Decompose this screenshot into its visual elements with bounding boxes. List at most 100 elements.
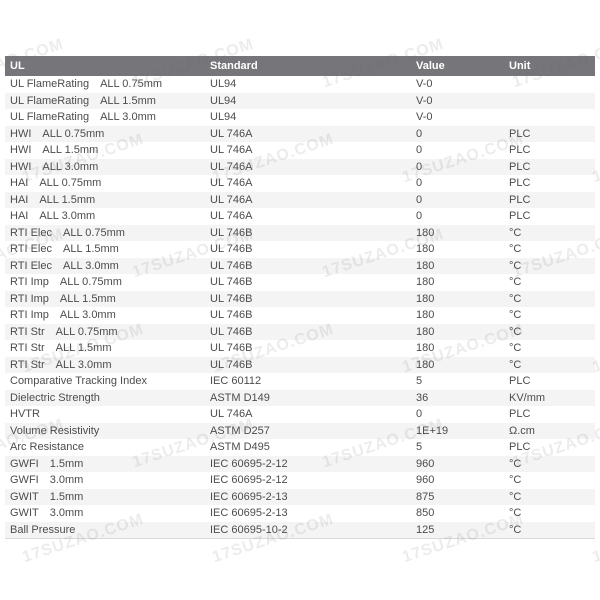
property-name: RTI Str: [10, 342, 45, 355]
table-row: HWI ALL 3.0mm UL 746A 0 PLC: [5, 158, 595, 175]
table-row: Dielectric Strength ASTM D149 36 KV/mm: [5, 389, 595, 406]
cell-value: V-0: [411, 92, 504, 109]
property-condition: 1.5mm: [49, 490, 84, 503]
cell-unit: °C: [504, 356, 595, 373]
cell-standard: UL 746B: [205, 290, 411, 307]
cell-unit: PLC: [504, 125, 595, 142]
table-row: UL FlameRating ALL 3.0mm UL94 V-0: [5, 109, 595, 126]
property-condition: ALL 3.0mm: [55, 358, 112, 371]
cell-standard: UL 746B: [205, 257, 411, 274]
cell-value: 0: [411, 142, 504, 159]
cell-property: GWIT 3.0mm: [5, 505, 205, 522]
table-row: RTI Elec ALL 0.75mm UL 746B 180 °C: [5, 224, 595, 241]
table-row: GWIT 1.5mm IEC 60695-2-13 875 °C: [5, 488, 595, 505]
cell-standard: ASTM D149: [205, 389, 411, 406]
property-condition: ALL 1.5mm: [42, 144, 99, 157]
cell-standard: UL 746B: [205, 356, 411, 373]
cell-unit: °C: [504, 323, 595, 340]
cell-standard: UL 746A: [205, 158, 411, 175]
property-condition: ALL 3.0mm: [59, 309, 116, 322]
property-name: RTI Imp: [10, 276, 49, 289]
table-row: HWI ALL 1.5mm UL 746A 0 PLC: [5, 142, 595, 159]
cell-unit: °C: [504, 505, 595, 522]
cell-property: HWI ALL 0.75mm: [5, 125, 205, 142]
cell-unit: °C: [504, 455, 595, 472]
property-name: UL FlameRating: [10, 94, 90, 107]
property-name: RTI Str: [10, 325, 45, 338]
cell-property: HWI ALL 3.0mm: [5, 158, 205, 175]
cell-property: HAI ALL 1.5mm: [5, 191, 205, 208]
column-header-unit: Unit: [504, 56, 595, 76]
cell-standard: UL 746B: [205, 307, 411, 324]
table-row: GWFI 3.0mm IEC 60695-2-12 960 °C: [5, 472, 595, 489]
table-row: RTI Str ALL 3.0mm UL 746B 180 °C: [5, 356, 595, 373]
cell-unit: °C: [504, 488, 595, 505]
column-header-value: Value: [411, 56, 504, 76]
cell-value: 125: [411, 521, 504, 539]
property-condition: ALL 0.75mm: [42, 127, 105, 140]
cell-value: 0: [411, 175, 504, 192]
table-row: Volume Resistivity ASTM D257 1E+19 Ω.cm: [5, 422, 595, 439]
cell-property: RTI Str ALL 0.75mm: [5, 323, 205, 340]
property-condition: ALL 1.5mm: [62, 243, 119, 256]
cell-value: V-0: [411, 76, 504, 93]
cell-property: RTI Imp ALL 3.0mm: [5, 307, 205, 324]
property-name: Dielectric Strength: [10, 391, 100, 404]
cell-property: RTI Str ALL 3.0mm: [5, 356, 205, 373]
property-name: HAI: [10, 177, 29, 190]
cell-unit: °C: [504, 307, 595, 324]
column-header-ul: UL: [5, 56, 205, 76]
property-name: HAI: [10, 210, 29, 223]
table-row: RTI Imp ALL 0.75mm UL 746B 180 °C: [5, 274, 595, 291]
table-row: RTI Str ALL 0.75mm UL 746B 180 °C: [5, 323, 595, 340]
cell-property: UL FlameRating ALL 0.75mm: [5, 76, 205, 93]
cell-standard: IEC 60695-2-13: [205, 488, 411, 505]
property-name: UL FlameRating: [10, 111, 90, 124]
table-row: RTI Imp ALL 1.5mm UL 746B 180 °C: [5, 290, 595, 307]
table-row: HWI ALL 0.75mm UL 746A 0 PLC: [5, 125, 595, 142]
cell-unit: °C: [504, 274, 595, 291]
cell-property: HVTR: [5, 406, 205, 423]
property-name: RTI Imp: [10, 309, 49, 322]
cell-value: 850: [411, 505, 504, 522]
cell-value: 180: [411, 323, 504, 340]
cell-standard: ASTM D257: [205, 422, 411, 439]
property-condition: ALL 3.0mm: [100, 111, 156, 124]
cell-value: 0: [411, 208, 504, 225]
cell-value: 36: [411, 389, 504, 406]
table-row: UL FlameRating ALL 0.75mm UL94 V-0: [5, 76, 595, 93]
cell-standard: ASTM D495: [205, 439, 411, 456]
table-row: RTI Str ALL 1.5mm UL 746B 180 °C: [5, 340, 595, 357]
cell-value: V-0: [411, 109, 504, 126]
cell-standard: UL 746A: [205, 406, 411, 423]
property-condition: 3.0mm: [49, 474, 84, 487]
cell-unit: [504, 92, 595, 109]
cell-property: Volume Resistivity: [5, 422, 205, 439]
cell-unit: PLC: [504, 142, 595, 159]
cell-standard: UL 746B: [205, 274, 411, 291]
cell-value: 180: [411, 356, 504, 373]
property-condition: ALL 0.75mm: [59, 276, 122, 289]
property-name: GWFI: [10, 474, 39, 487]
cell-unit: °C: [504, 241, 595, 258]
table-row: GWFI 1.5mm IEC 60695-2-12 960 °C: [5, 455, 595, 472]
property-name: HWI: [10, 144, 32, 157]
cell-standard: IEC 60695-2-12: [205, 455, 411, 472]
cell-value: 960: [411, 472, 504, 489]
cell-unit: PLC: [504, 373, 595, 390]
property-condition: ALL 1.5mm: [39, 193, 96, 206]
table-row: UL FlameRating ALL 1.5mm UL94 V-0: [5, 92, 595, 109]
property-condition: ALL 0.75mm: [55, 325, 118, 338]
cell-value: 180: [411, 290, 504, 307]
cell-unit: PLC: [504, 175, 595, 192]
property-name: Comparative Tracking Index: [10, 375, 147, 388]
cell-property: UL FlameRating ALL 3.0mm: [5, 109, 205, 126]
cell-property: GWFI 3.0mm: [5, 472, 205, 489]
property-condition: 3.0mm: [49, 507, 84, 520]
cell-property: HAI ALL 0.75mm: [5, 175, 205, 192]
cell-value: 1E+19: [411, 422, 504, 439]
table-row: Ball Pressure IEC 60695-10-2 125 °C: [5, 521, 595, 539]
cell-value: 180: [411, 257, 504, 274]
cell-standard: UL 746A: [205, 142, 411, 159]
cell-unit: PLC: [504, 208, 595, 225]
